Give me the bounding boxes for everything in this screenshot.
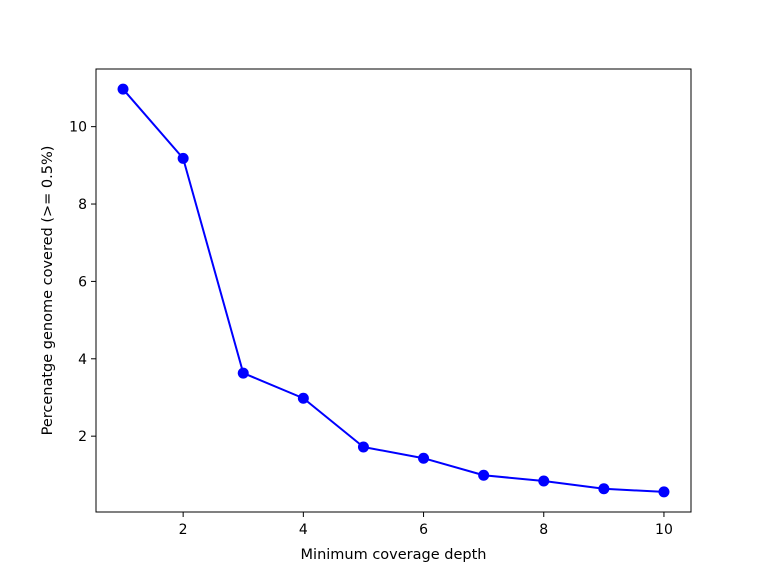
x-tick-label: 8 <box>539 522 548 538</box>
y-tick-label: 2 <box>78 429 87 445</box>
y-tick-label: 8 <box>78 197 87 213</box>
data-point <box>658 486 670 498</box>
data-point <box>297 392 309 404</box>
x-tick-label: 6 <box>419 522 428 538</box>
series-line <box>122 88 665 493</box>
data-point <box>177 152 189 164</box>
y-tick-label: 6 <box>78 274 87 290</box>
plot-frame <box>95 68 692 513</box>
x-tick-label: 4 <box>299 522 308 538</box>
data-point <box>538 475 550 487</box>
y-axis-ticks: 2 4 6 8 10 <box>69 120 96 445</box>
data-point <box>598 483 610 495</box>
y-axis-label: Percenatge genome covered (>= 0.5%) <box>40 146 56 436</box>
x-tick-label: 10 <box>655 522 673 538</box>
x-axis-label: Minimum coverage depth <box>301 547 487 563</box>
data-point <box>418 452 430 464</box>
series-layer <box>117 83 670 498</box>
data-point <box>478 469 490 481</box>
y-tick-label: 4 <box>78 352 87 368</box>
x-tick-label: 2 <box>179 522 188 538</box>
x-axis-ticks: 2 4 6 8 10 <box>179 512 673 538</box>
data-point <box>357 441 369 453</box>
data-point <box>117 83 129 95</box>
y-tick-label: 10 <box>69 120 87 136</box>
data-point <box>237 367 249 379</box>
